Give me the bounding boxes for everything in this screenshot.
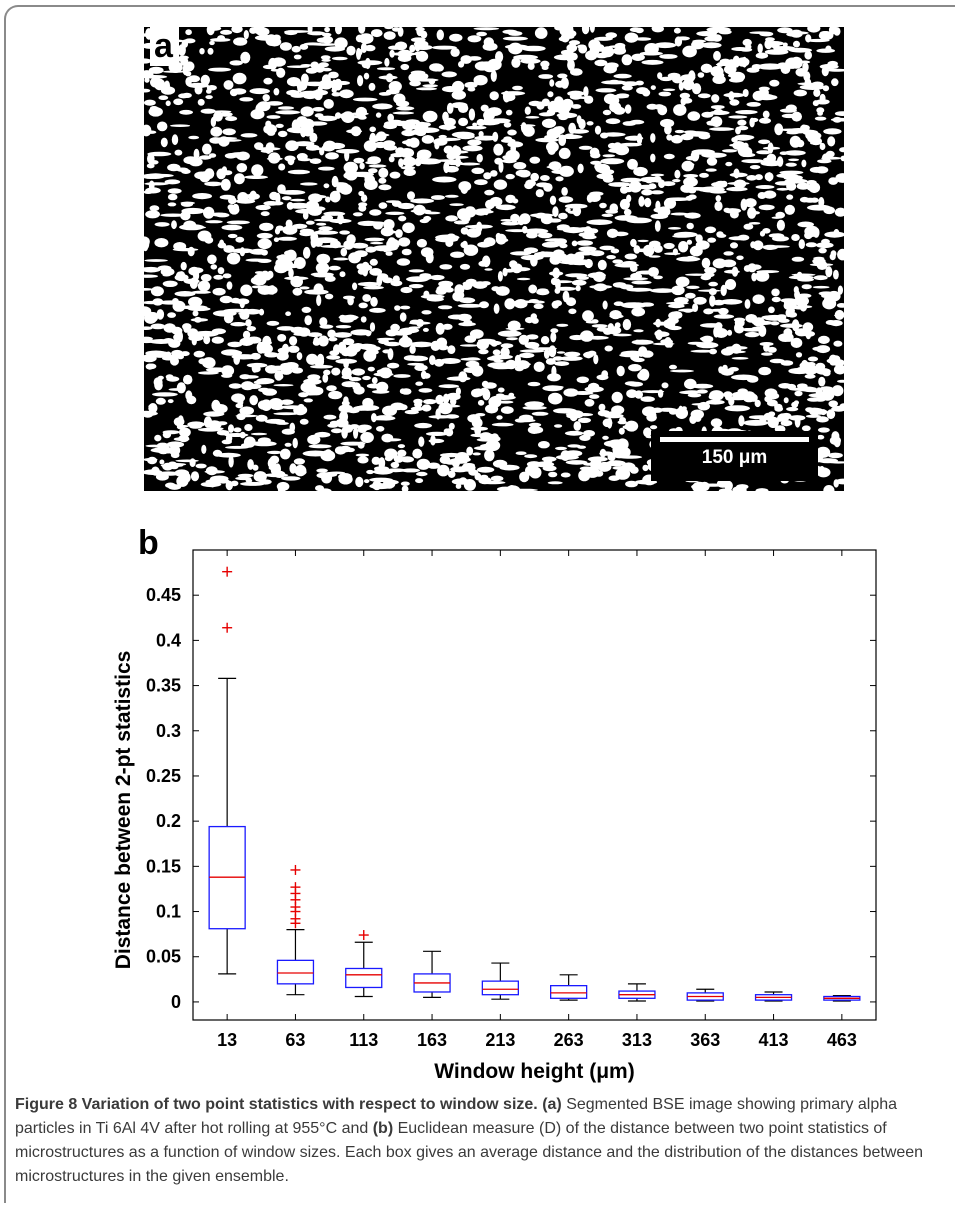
plot-area [192, 549, 877, 1021]
scale-bar-line [660, 437, 809, 442]
caption-part-a-tag: (a) [542, 1096, 562, 1113]
caption-part-b-tag: (b) [372, 1120, 394, 1137]
box-413 [754, 991, 793, 1002]
x-tick-label: 63 [285, 1030, 305, 1050]
iqr-box [481, 980, 520, 996]
caption-part-a-text: Segmented BSE image showing primary alph… [15, 1096, 898, 1137]
y-tick-label: 0.05 [146, 947, 181, 967]
scale-bar: 150 μm [651, 431, 818, 481]
y-tick-label: 0 [171, 992, 181, 1012]
x-tick-label: 163 [417, 1030, 447, 1050]
caption-part-b-text: Euclidean measure (D) of the distance be… [15, 1120, 924, 1185]
x-tick-label: 313 [622, 1030, 652, 1050]
iqr-box [276, 959, 315, 985]
caption-title: Figure 8 Variation of two point statisti… [15, 1096, 538, 1113]
x-tick-label: 13 [217, 1030, 237, 1050]
alpha-particles [144, 27, 844, 491]
box-plot-chart: 0 0.05 0.1 0.15 0.2 0.25 0.3 0.35 0.4 0.45 13 63 113… [112, 549, 877, 1083]
iqr-box [345, 967, 383, 989]
box-163 [413, 950, 451, 999]
box-213 [481, 962, 520, 1000]
y-tick-label: 0.4 [156, 630, 181, 650]
x-tick-label: 413 [759, 1030, 789, 1050]
y-tick-label: 0.35 [146, 676, 181, 696]
y-axis-label: Distance between 2-pt statistics [112, 651, 135, 970]
outlier-marker [290, 882, 301, 893]
segmented-bse-image [144, 27, 844, 491]
box-113 [345, 930, 383, 998]
y-tick-label: 0.15 [146, 856, 181, 876]
box-13 [208, 566, 246, 975]
box-463 [823, 994, 861, 1002]
y-tick-label: 0.1 [156, 902, 181, 922]
figure-frame [4, 5, 955, 1203]
x-tick-label: 263 [554, 1030, 584, 1050]
y-tick-label: 0.2 [156, 811, 181, 831]
y-tick-label: 0.25 [146, 766, 181, 786]
y-tick-label: 0.3 [156, 721, 181, 741]
x-tick-label: 363 [690, 1030, 720, 1050]
box-313 [618, 983, 656, 1002]
panel-b-label: b [138, 524, 159, 562]
box-363 [686, 988, 724, 1002]
box-263 [550, 974, 588, 1001]
x-axis-label: Window height (μm) [434, 1060, 634, 1083]
scale-bar-label: 150 μm [701, 447, 768, 468]
outlier-marker [222, 566, 233, 577]
panel-a-label: a [150, 26, 179, 66]
box-63 [276, 864, 315, 996]
iqr-box [550, 985, 588, 999]
x-tick-label: 213 [485, 1030, 515, 1050]
micrograph-image [144, 27, 844, 491]
outlier-marker [290, 864, 301, 875]
outlier-marker [222, 622, 233, 633]
figure-caption: Figure 8 Variation of two point statisti… [15, 1093, 950, 1189]
outlier-marker [358, 930, 369, 941]
x-tick-label: 463 [827, 1030, 857, 1050]
y-tick-label: 0.45 [146, 585, 181, 605]
x-tick-label: 113 [349, 1030, 378, 1050]
